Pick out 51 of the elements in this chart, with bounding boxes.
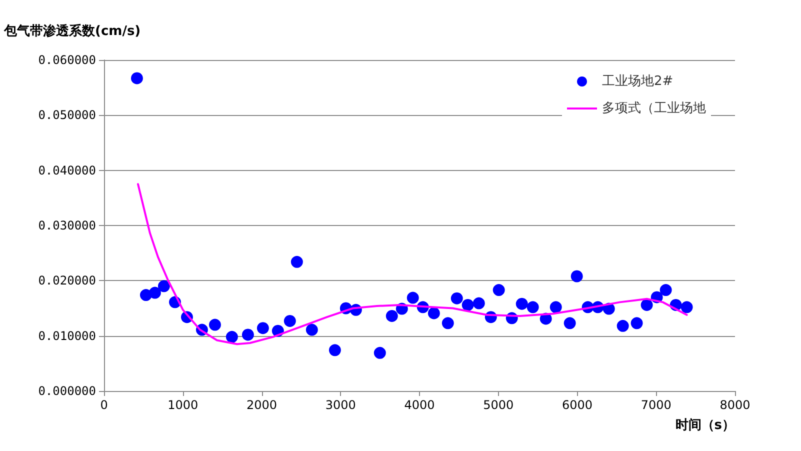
x-tick-label: 8000 xyxy=(720,398,750,412)
point xyxy=(208,318,221,331)
point xyxy=(148,286,161,299)
point xyxy=(660,284,672,296)
x-tick-label: 1000 xyxy=(168,398,198,412)
point xyxy=(462,298,474,311)
x-tick-label: 6000 xyxy=(562,398,593,412)
point xyxy=(158,280,170,292)
point xyxy=(564,317,576,330)
point xyxy=(492,284,505,296)
y-tick-label: 0.030000 xyxy=(38,218,96,232)
y-axis-title: 包气带渗透系数(cm/s) xyxy=(3,23,141,39)
x-tick-label: 3000 xyxy=(325,398,356,412)
y-tick-label: 0.000000 xyxy=(38,384,96,398)
point xyxy=(640,298,653,311)
point xyxy=(680,301,693,314)
point xyxy=(328,344,341,356)
point xyxy=(406,292,419,304)
point xyxy=(442,317,454,330)
line-series xyxy=(136,183,688,346)
y-tick-label: 0.040000 xyxy=(38,163,96,178)
x-tick-label: 5000 xyxy=(483,398,514,412)
point xyxy=(526,301,539,314)
point xyxy=(550,301,562,314)
x-tick-label: 4000 xyxy=(404,398,435,412)
x-tick-label: 0 xyxy=(100,398,108,412)
point xyxy=(306,324,318,336)
point xyxy=(226,330,238,343)
point xyxy=(616,320,629,332)
point xyxy=(374,346,386,359)
point xyxy=(290,256,303,268)
point xyxy=(428,307,440,320)
y-tick-label: 0.050000 xyxy=(38,108,96,122)
point xyxy=(130,72,143,84)
x-tick-label: 2000 xyxy=(246,398,278,412)
legend-label: 工业场地2# xyxy=(602,74,674,89)
point xyxy=(472,297,485,310)
point xyxy=(516,298,528,310)
y-tick-label: 0.060000 xyxy=(38,53,96,67)
point xyxy=(386,310,398,322)
point xyxy=(242,328,254,341)
y-tick-label: 0.020000 xyxy=(38,274,96,288)
y-tick-label: 0.010000 xyxy=(38,328,96,343)
point xyxy=(256,322,269,334)
point xyxy=(450,292,463,304)
point xyxy=(570,270,583,282)
x-tick-label: 7000 xyxy=(640,398,672,412)
legend-label: 多项式（工业场地 xyxy=(602,101,706,116)
point xyxy=(630,317,643,330)
point xyxy=(284,314,296,327)
x-axis-title: 时间（s） xyxy=(675,418,735,433)
